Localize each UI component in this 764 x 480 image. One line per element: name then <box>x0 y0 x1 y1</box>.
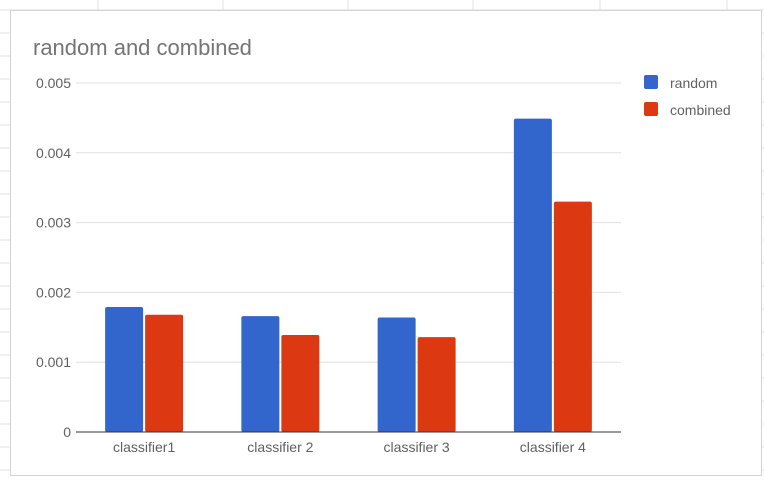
y-tick-label: 0.004 <box>36 145 71 161</box>
x-tick-label: classifier1 <box>113 439 175 455</box>
bar-combined[interactable] <box>553 201 592 432</box>
x-tick-label: classifier 3 <box>384 439 450 455</box>
legend-label-random: random <box>670 75 717 91</box>
y-tick-label: 0 <box>63 424 71 440</box>
bars <box>105 118 592 433</box>
x-axis-ticks: classifier1 classifier 2 classifier 3 class… <box>113 439 586 455</box>
y-tick-label: 0.001 <box>36 354 71 370</box>
legend-swatch-combined <box>644 102 658 116</box>
legend-label-combined: combined <box>670 102 731 118</box>
legend-swatch-random <box>644 75 658 89</box>
bar-combined[interactable] <box>145 314 184 432</box>
legend[interactable]: random combined <box>644 75 731 118</box>
x-tick-label: classifier 4 <box>520 439 586 455</box>
bar-random[interactable] <box>105 307 144 432</box>
y-tick-label: 0.003 <box>36 215 71 231</box>
x-tick-label: classifier 2 <box>247 439 313 455</box>
y-tick-label: 0.005 <box>36 75 71 91</box>
chart-title: random and combined <box>33 35 252 60</box>
y-axis-ticks: 0 0.001 0.002 0.003 0.004 0.005 <box>36 75 71 440</box>
bar-random[interactable] <box>513 118 552 433</box>
bar-random[interactable] <box>377 317 416 432</box>
bar-chart: random and combined 0 0.001 0.002 0.003 0.00… <box>33 35 731 455</box>
bar-random[interactable] <box>241 316 280 432</box>
y-tick-label: 0.002 <box>36 284 71 300</box>
bar-combined[interactable] <box>417 337 456 432</box>
chart-container[interactable]: random and combined 0 0.001 0.002 0.003 0.00… <box>10 10 762 476</box>
bar-combined[interactable] <box>281 334 320 432</box>
